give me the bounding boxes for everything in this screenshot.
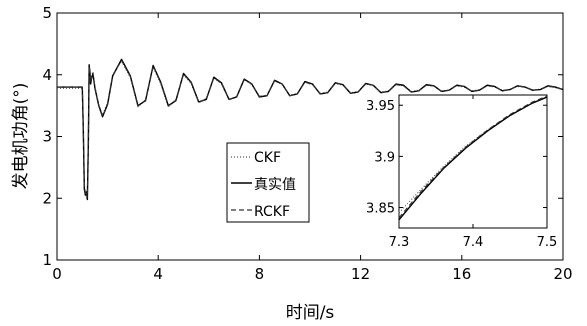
legend-label-rckf: RCKF: [254, 204, 290, 220]
inset-axis-ticks: 7.3 7.4 7.5 3.85 3.9 3.95: [366, 95, 557, 250]
main-x-tick-label: 16: [452, 265, 471, 283]
inset-series-line-真实值: [398, 96, 548, 221]
inset-plot-area: [398, 94, 548, 229]
legend: CKF 真实值 RCKF: [226, 142, 310, 223]
inset-x-tick-label: 7.5: [537, 235, 558, 250]
legend-label-ckf: CKF: [254, 150, 281, 166]
inset-series-lines: [398, 95, 548, 221]
main-x-tick-label: 0: [52, 265, 62, 283]
inset-zoom-plot: 7.3 7.4 7.5 3.85 3.9 3.95: [366, 94, 557, 250]
main-y-tick-label: 1: [42, 251, 52, 269]
main-y-tick-label: 4: [42, 66, 52, 84]
inset-x-tick-label: 7.3: [389, 235, 410, 250]
inset-y-tick-label: 3.9: [374, 150, 395, 165]
main-series-line-RCKF: [57, 59, 564, 198]
main-y-tick-label: 5: [42, 4, 52, 22]
inset-y-tick-label: 3.95: [366, 99, 395, 114]
inset-series-line-RCKF: [398, 95, 548, 219]
main-x-tick-label: 8: [255, 265, 265, 283]
inset-x-tick-label: 7.4: [463, 235, 484, 250]
main-y-tick-label: 2: [42, 189, 52, 207]
y-axis-label: 发电机功角(°): [11, 83, 31, 190]
x-axis-label: 时间/s: [286, 303, 335, 323]
legend-label-true: 真实值: [254, 177, 296, 193]
main-x-tick-label: 12: [351, 265, 370, 283]
main-x-tick-label: 4: [153, 265, 163, 283]
inset-y-tick-label: 3.85: [366, 202, 395, 217]
main-series-lines: [57, 58, 564, 201]
main-y-tick-label: 3: [42, 128, 52, 146]
main-series-line-CKF: [57, 60, 564, 196]
main-x-tick-label: 20: [553, 265, 572, 283]
